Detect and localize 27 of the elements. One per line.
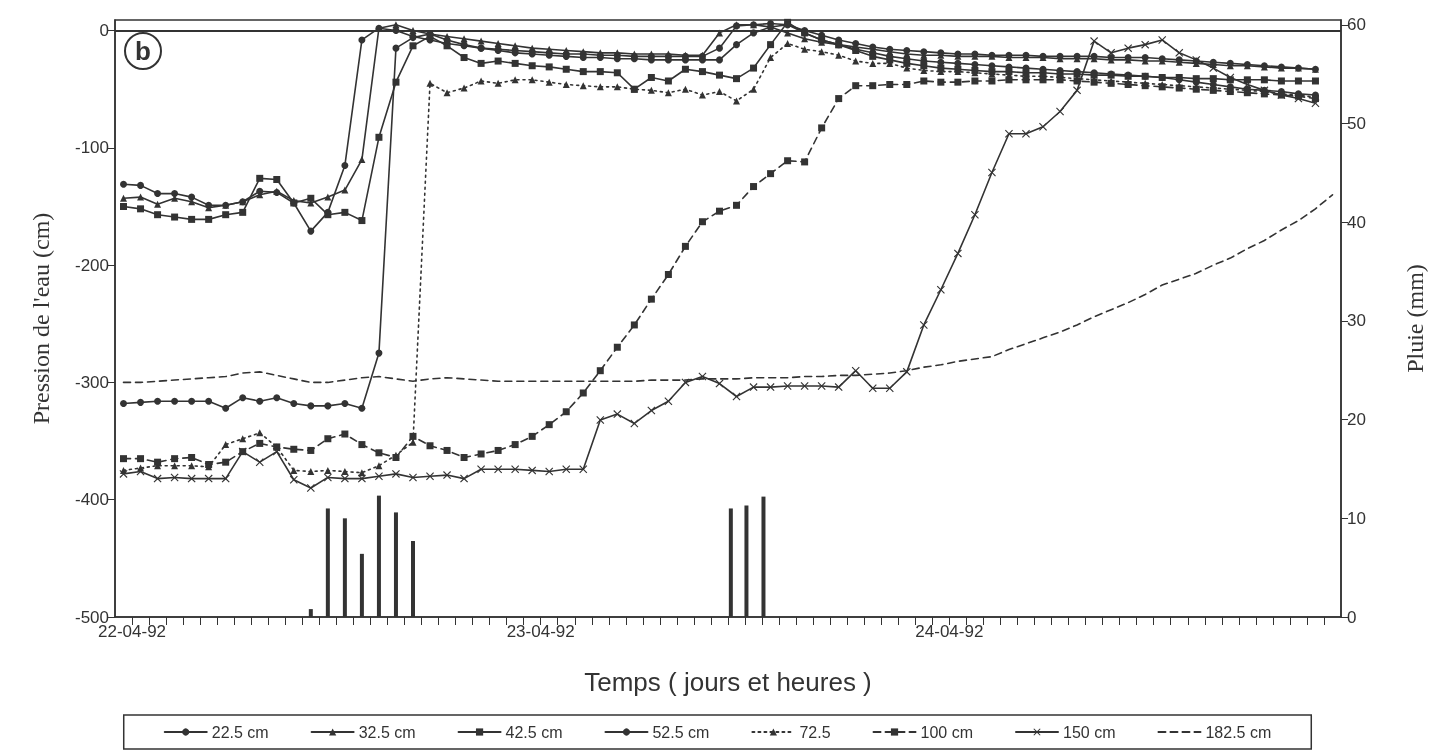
legend-label: 42.5 cm xyxy=(505,723,563,741)
y2-tick-label: 40 xyxy=(1347,212,1366,232)
legend-label: 150 cm xyxy=(1062,723,1116,741)
legend-label: 72.5 xyxy=(799,723,831,741)
legend-label: 22.5 cm xyxy=(211,723,269,741)
y2-tick-label: 0 xyxy=(1347,607,1357,627)
y2-tick-label: 10 xyxy=(1347,508,1366,528)
x-tick-label: 24-04-92 xyxy=(915,622,984,641)
y2-tick-label: 50 xyxy=(1347,114,1366,134)
y-tick-label: -100 xyxy=(74,138,109,158)
annotation: b xyxy=(124,32,162,70)
y-tick-label: -300 xyxy=(74,372,109,392)
x-axis-title: Temps ( jours et heures ) xyxy=(584,667,872,697)
y2-tick-label: 20 xyxy=(1347,410,1366,430)
y-axis-title: Pression de l'eau (cm) xyxy=(28,212,54,425)
legend-label: 100 cm xyxy=(920,723,973,741)
legend-label: 182.5 cm xyxy=(1205,723,1272,741)
y2-tick-label: 30 xyxy=(1347,311,1366,331)
legend-label: 52.5 cm xyxy=(652,723,710,741)
legend-label: 32.5 cm xyxy=(358,723,416,741)
y-tick-label: -400 xyxy=(74,490,109,510)
y-tick-label: -200 xyxy=(74,255,109,275)
x-tick-label: 23-04-92 xyxy=(506,622,575,641)
y-tick-label: 0 xyxy=(99,21,109,41)
y2-axis-title: Pluie (mm) xyxy=(1402,264,1428,373)
y2-tick-label: 60 xyxy=(1347,15,1366,35)
x-tick-label: 22-04-92 xyxy=(98,622,167,641)
